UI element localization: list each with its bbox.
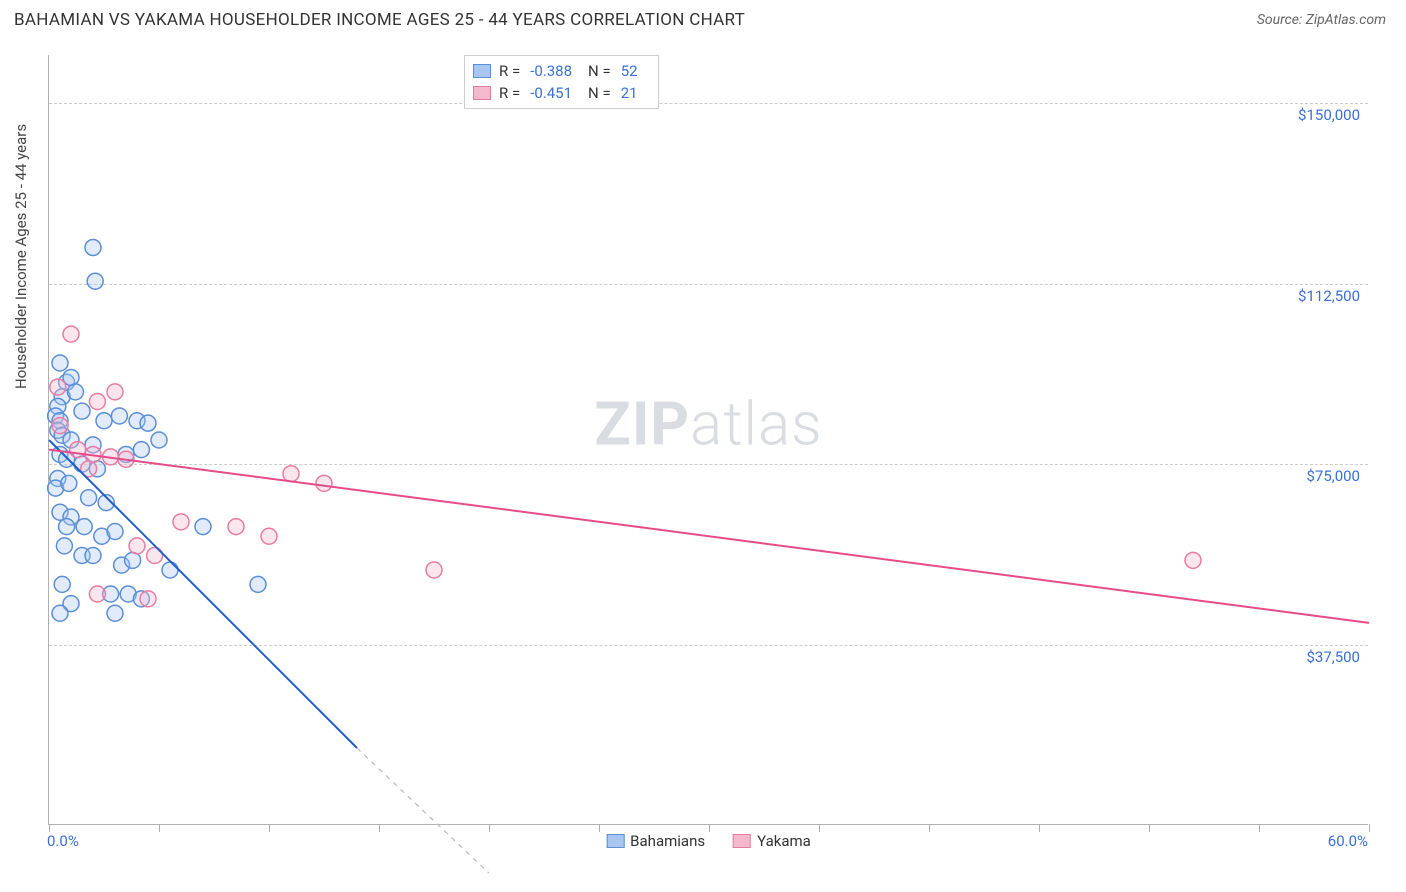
swatch-bahamians [473, 64, 491, 78]
data-point [96, 413, 112, 429]
data-point [70, 442, 86, 458]
correlation-stats-box: R = -0.388 N = 52 R = -0.451 N = 21 [464, 55, 659, 109]
data-point [316, 475, 332, 491]
x-tick [269, 824, 270, 832]
x-tick [929, 824, 930, 832]
data-point [52, 418, 68, 434]
data-point [67, 384, 83, 400]
legend-item-bahamians: Bahamians [606, 832, 705, 850]
r-value-bahamians: -0.388 [530, 60, 572, 82]
r-value-yakama: -0.451 [530, 82, 572, 104]
n-value-bahamians: 52 [621, 60, 638, 82]
x-tick [1259, 824, 1260, 832]
data-point [54, 576, 70, 592]
r-label: R = [499, 60, 520, 82]
data-point [129, 538, 145, 554]
chart-plot-area: Householder Income Ages 25 - 44 years ZI… [48, 55, 1368, 825]
data-point [111, 408, 127, 424]
data-point [228, 519, 244, 535]
data-point [162, 562, 178, 578]
legend-item-yakama: Yakama [733, 832, 811, 850]
trend-line [49, 450, 1369, 623]
data-point [133, 442, 149, 458]
x-tick [819, 824, 820, 832]
source-attribution: Source: ZipAtlas.com [1257, 12, 1386, 28]
x-tick [379, 824, 380, 832]
legend-label-yakama: Yakama [757, 832, 811, 850]
y-axis-title: Householder Income Ages 25 - 44 years [12, 123, 30, 388]
x-tick [49, 824, 50, 832]
n-value-yakama: 21 [621, 82, 638, 104]
data-point [89, 586, 105, 602]
data-point [87, 273, 103, 289]
x-tick [159, 824, 160, 832]
data-point [52, 605, 68, 621]
n-label: N = [588, 60, 611, 82]
stat-row-yakama: R = -0.451 N = 21 [473, 82, 646, 104]
data-point [85, 240, 101, 256]
data-point [195, 519, 211, 535]
x-axis-max-label: 60.0% [1328, 832, 1368, 850]
x-tick [1369, 824, 1370, 832]
data-point [107, 523, 123, 539]
data-point [76, 519, 92, 535]
data-point [74, 403, 90, 419]
data-point [151, 432, 167, 448]
x-axis-min-label: 0.0% [47, 832, 79, 850]
data-point [426, 562, 442, 578]
data-point [107, 605, 123, 621]
data-point [85, 548, 101, 564]
x-tick [1039, 824, 1040, 832]
r-label: R = [499, 82, 520, 104]
data-point [52, 355, 68, 371]
data-point [61, 475, 77, 491]
x-tick [599, 824, 600, 832]
x-tick [709, 824, 710, 832]
data-point [50, 379, 66, 395]
trend-line-extrapolated [357, 748, 489, 873]
data-point [125, 552, 141, 568]
data-point [140, 591, 156, 607]
data-point [56, 538, 72, 554]
legend-swatch-bahamians [606, 834, 624, 848]
data-point [140, 415, 156, 431]
legend-swatch-yakama [733, 834, 751, 848]
scatter-svg [49, 55, 1368, 824]
data-point [261, 528, 277, 544]
x-tick [1149, 824, 1150, 832]
data-point [173, 514, 189, 530]
data-point [283, 466, 299, 482]
data-point [107, 384, 123, 400]
data-point [63, 326, 79, 342]
data-point [250, 576, 266, 592]
data-point [81, 490, 97, 506]
x-tick [489, 824, 490, 832]
legend: Bahamians Yakama [606, 832, 811, 850]
data-point [89, 394, 105, 410]
header: BAHAMIAN VS YAKAMA HOUSEHOLDER INCOME AG… [0, 0, 1406, 36]
chart-title: BAHAMIAN VS YAKAMA HOUSEHOLDER INCOME AG… [14, 10, 745, 30]
stat-row-bahamians: R = -0.388 N = 52 [473, 60, 646, 82]
n-label: N = [588, 82, 611, 104]
data-point [1185, 552, 1201, 568]
swatch-yakama [473, 86, 491, 100]
data-point [59, 519, 75, 535]
legend-label-bahamians: Bahamians [630, 832, 705, 850]
